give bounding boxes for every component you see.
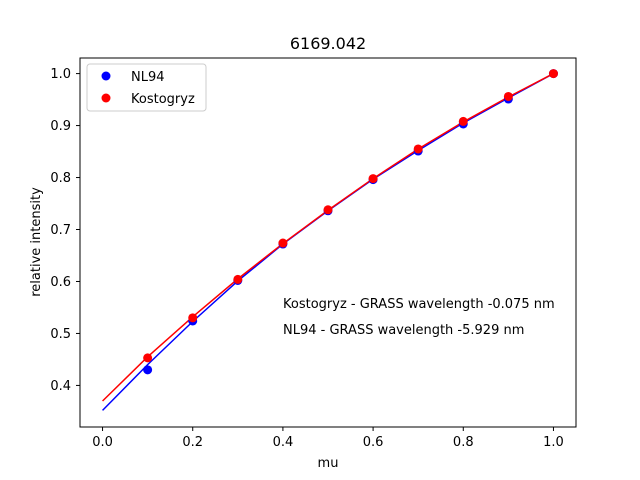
y-tick-label: 0.7 — [50, 223, 71, 238]
x-tick-label: 0.0 — [92, 435, 113, 450]
point-kostogryz — [368, 174, 378, 184]
plot-frame — [79, 57, 577, 428]
y-tick-label: 0.4 — [50, 379, 71, 394]
plot-area — [102, 69, 558, 411]
chart-title: 6169.042 — [290, 34, 366, 53]
x-tick-label: 1.0 — [543, 435, 564, 450]
y-tick-label: 0.8 — [50, 171, 71, 186]
point-kostogryz — [278, 238, 288, 248]
legend-box — [86, 63, 207, 112]
x-tick-label: 0.8 — [453, 435, 474, 450]
x-axis-label: mu — [318, 456, 339, 471]
point-nl94 — [143, 365, 153, 375]
legend: NL94 Kostogryz — [86, 63, 207, 112]
x-axis: 0.0 0.2 0.4 0.6 0.8 1.0 — [92, 427, 564, 450]
point-kostogryz — [188, 313, 198, 323]
legend-marker-nl94 — [101, 71, 111, 81]
fit-line-nl94 — [102, 72, 554, 411]
legend-label-kostogryz: Kostogryz — [131, 92, 195, 107]
annotation-kostogryz: Kostogryz - GRASS wavelength -0.075 nm — [283, 297, 555, 312]
legend-marker-kostogryz — [101, 93, 111, 103]
legend-label-nl94: NL94 — [131, 70, 165, 85]
annotation-nl94: NL94 - GRASS wavelength -5.929 nm — [283, 323, 524, 338]
x-tick-label: 0.6 — [363, 435, 384, 450]
point-kostogryz — [548, 69, 558, 79]
y-axis: 0.4 0.5 0.6 0.7 0.8 0.9 1.0 — [50, 67, 80, 394]
y-tick-label: 0.9 — [50, 119, 71, 134]
point-kostogryz — [233, 274, 243, 284]
x-tick-label: 0.4 — [273, 435, 294, 450]
point-kostogryz — [143, 353, 153, 363]
point-kostogryz — [458, 116, 468, 126]
point-kostogryz — [413, 144, 423, 154]
point-kostogryz — [503, 91, 513, 101]
point-kostogryz — [323, 205, 333, 215]
y-tick-label: 0.5 — [50, 327, 71, 342]
y-tick-label: 0.6 — [50, 275, 71, 290]
y-axis-label: relative intensity — [29, 187, 44, 297]
y-tick-label: 1.0 — [50, 67, 71, 82]
fit-line-kostogryz — [102, 72, 554, 402]
x-tick-label: 0.2 — [182, 435, 203, 450]
